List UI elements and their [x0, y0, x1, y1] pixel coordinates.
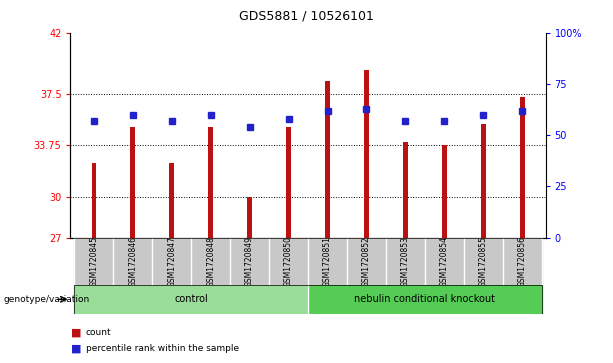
Text: GSM1720856: GSM1720856: [518, 236, 527, 287]
Bar: [308, 238, 347, 285]
Text: GSM1720853: GSM1720853: [401, 236, 410, 287]
Text: GSM1720850: GSM1720850: [284, 236, 293, 287]
Bar: [481, 124, 485, 238]
Text: GSM1720851: GSM1720851: [323, 236, 332, 287]
Bar: [230, 238, 269, 285]
Text: GSM1720848: GSM1720848: [206, 236, 215, 287]
Bar: [269, 238, 308, 285]
Bar: [247, 197, 252, 238]
Bar: [364, 70, 369, 238]
Text: percentile rank within the sample: percentile rank within the sample: [86, 344, 239, 353]
Bar: [442, 146, 447, 238]
Bar: [503, 238, 542, 285]
Bar: [347, 238, 386, 285]
Text: ■: ■: [70, 327, 81, 337]
Text: count: count: [86, 328, 112, 337]
Text: genotype/variation: genotype/variation: [3, 295, 89, 304]
Bar: [403, 142, 408, 238]
Bar: [325, 81, 330, 238]
Bar: [464, 238, 503, 285]
Bar: [74, 285, 308, 314]
Bar: [308, 285, 542, 314]
Text: nebulin conditional knockout: nebulin conditional knockout: [354, 294, 495, 305]
Text: GSM1720849: GSM1720849: [245, 236, 254, 287]
Bar: [386, 238, 425, 285]
Text: GSM1720846: GSM1720846: [128, 236, 137, 287]
Bar: [191, 238, 230, 285]
Text: GSM1720845: GSM1720845: [89, 236, 98, 287]
Bar: [152, 238, 191, 285]
Text: ■: ■: [70, 343, 81, 354]
Bar: [286, 127, 291, 238]
Bar: [91, 163, 96, 238]
Text: GSM1720855: GSM1720855: [479, 236, 488, 287]
Text: control: control: [174, 294, 208, 305]
Text: GDS5881 / 10526101: GDS5881 / 10526101: [239, 9, 374, 22]
Bar: [208, 127, 213, 238]
Bar: [169, 163, 174, 238]
Bar: [520, 97, 525, 238]
Bar: [131, 127, 135, 238]
Text: GSM1720847: GSM1720847: [167, 236, 177, 287]
Bar: [113, 238, 152, 285]
Bar: [425, 238, 464, 285]
Bar: [74, 238, 113, 285]
Text: GSM1720854: GSM1720854: [440, 236, 449, 287]
Text: GSM1720852: GSM1720852: [362, 236, 371, 287]
